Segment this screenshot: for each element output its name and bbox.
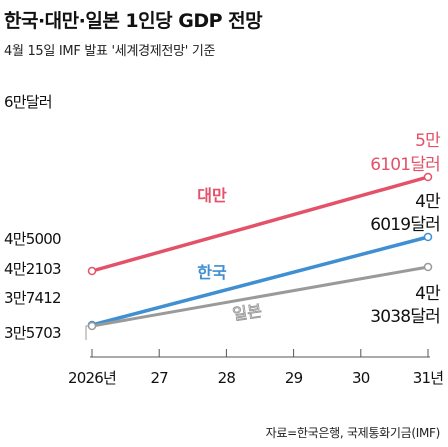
series-end-point [423,172,433,182]
series-line-일본 [90,265,430,328]
y-axis-label: 4만2103 [4,260,61,278]
chart-title: 한국·대만·일본 1인당 GDP 전망 [4,10,263,32]
series-start-point [87,321,97,331]
series-start-point [87,266,97,276]
y-axis-label: 3만5703 [4,324,61,342]
x-axis-label: 31년 [413,369,444,387]
end-value-label: 5만 [415,131,441,151]
series-end-point [423,232,433,242]
series-line-대만 [90,175,430,273]
y-axis-label: 3만7412 [4,289,61,307]
series-line-한국 [90,235,430,327]
end-value-label: 4만 [415,284,441,304]
series-end-point [423,262,433,272]
x-axis-label: 29 [285,369,303,387]
end-value-label: 6019달러 [370,215,440,235]
end-value-label: 6101달러 [370,155,440,175]
y-axis-label: 6만달러 [4,93,52,111]
source-note: 자료=한국은행, 국제통화기금(IMF) [265,426,441,440]
x-axis-label: 2026년 [68,369,116,387]
y-axis-label: 4만5000 [4,230,61,248]
series-name-label: 대만 [197,186,227,205]
end-value-label: 3038달러 [370,307,440,327]
series-name-label: 일본 [231,301,263,324]
x-axis-label: 28 [218,369,236,387]
x-axis-label: 27 [150,369,168,387]
x-axis-label: 30 [352,369,370,387]
chart-subtitle: 4월 15일 IMF 발표 '세계경제전망' 기준 [4,44,216,59]
end-value-label: 4만 [415,192,441,212]
series-name-label: 한국 [197,263,227,282]
